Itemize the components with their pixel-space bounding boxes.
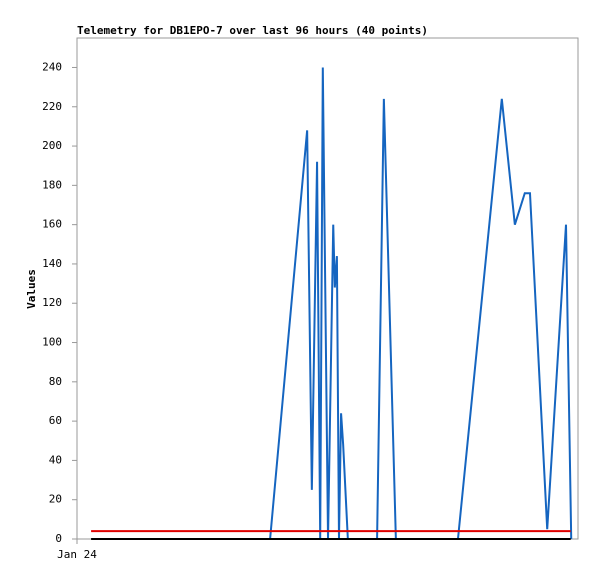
x-tick-label: Jan 24 xyxy=(57,548,97,561)
y-tick-label: 220 xyxy=(42,100,62,113)
y-tick-label: 120 xyxy=(42,296,62,309)
y-tick-label: 100 xyxy=(42,336,62,349)
y-tick-label: 140 xyxy=(42,257,62,270)
y-tick-label: 200 xyxy=(42,139,62,152)
y-axis-label: Values xyxy=(25,269,38,309)
y-tick-label: 240 xyxy=(42,60,62,73)
y-tick-label: 20 xyxy=(49,493,62,506)
y-tick-label: 60 xyxy=(49,414,62,427)
y-tick-label: 80 xyxy=(49,375,62,388)
chart-title: Telemetry for DB1EPO-7 over last 96 hour… xyxy=(77,24,428,37)
y-tick-label: 0 xyxy=(55,532,62,545)
y-tick-label: 40 xyxy=(49,453,62,466)
series-line xyxy=(269,67,573,540)
y-tick-label: 180 xyxy=(42,178,62,191)
y-tick-label: 160 xyxy=(42,218,62,231)
